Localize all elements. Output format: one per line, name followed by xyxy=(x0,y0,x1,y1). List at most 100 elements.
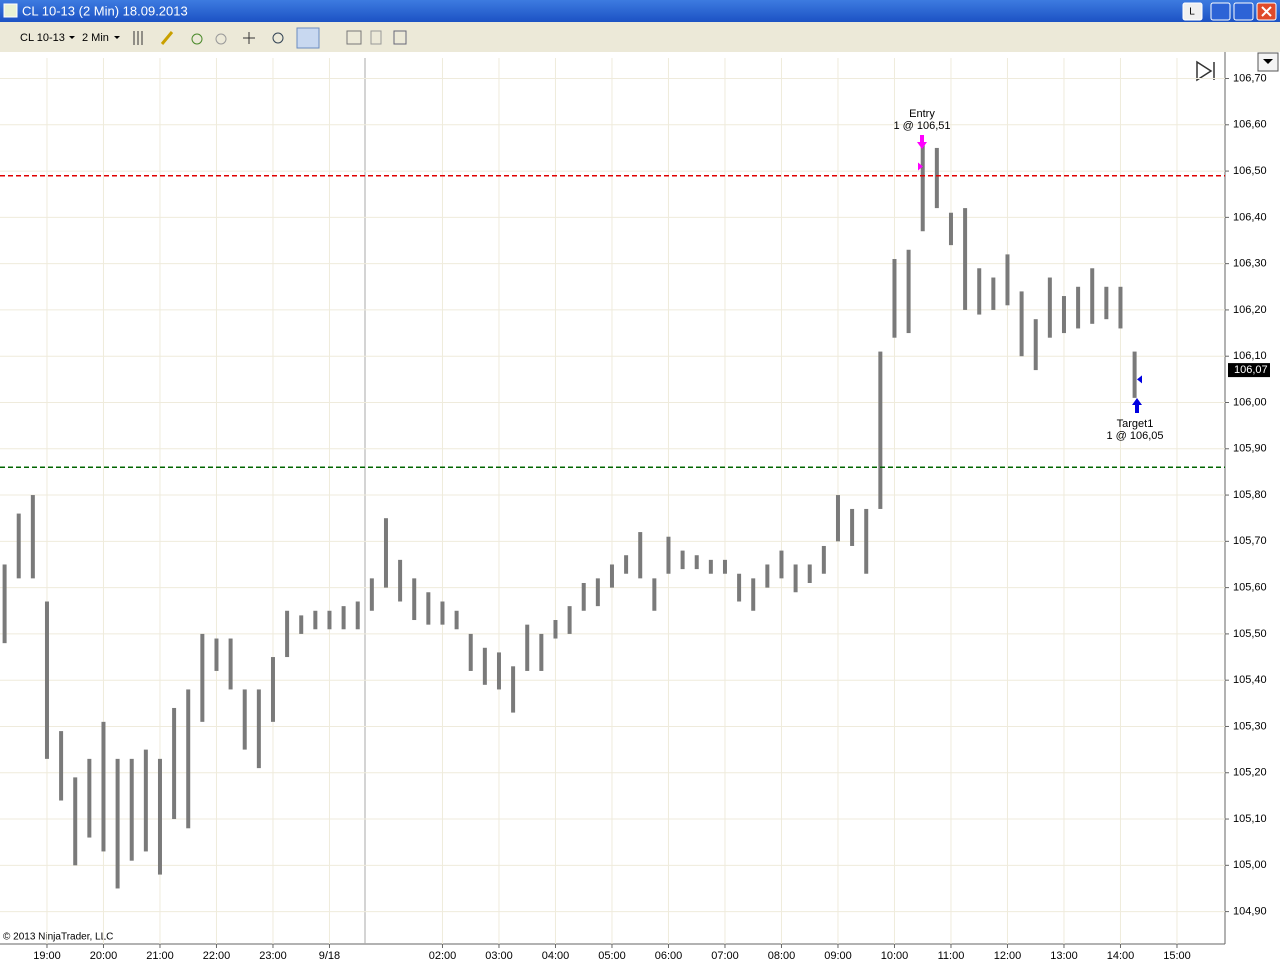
price-bar xyxy=(850,508,855,546)
price-bar xyxy=(157,758,162,875)
price-bar xyxy=(722,559,727,574)
strategy-icon[interactable] xyxy=(370,30,382,45)
x-tick-label: 22:00 xyxy=(203,950,231,962)
crosshair-icon[interactable] xyxy=(243,32,255,44)
toolbar xyxy=(0,22,1280,52)
x-tick-label: 11:00 xyxy=(938,950,965,962)
price-bar xyxy=(383,518,388,588)
bars-icon[interactable] xyxy=(133,31,143,45)
x-tick-label: 9/18 xyxy=(319,950,340,962)
price-bar xyxy=(398,559,403,602)
price-bar xyxy=(581,582,586,611)
price-bar xyxy=(991,277,996,310)
minimize-button[interactable] xyxy=(1210,2,1231,21)
price-bar xyxy=(1090,268,1095,324)
price-bar xyxy=(1047,277,1052,338)
price-bar xyxy=(468,633,473,671)
price-bar xyxy=(680,550,685,570)
y-tick-label: 105,00 xyxy=(1233,859,1267,871)
price-bar xyxy=(313,610,318,630)
fill-marker xyxy=(918,162,923,171)
plot-area xyxy=(0,52,1225,944)
price-bar xyxy=(934,147,939,209)
price-bar xyxy=(595,578,600,607)
price-bar xyxy=(341,606,346,630)
price-bar xyxy=(1019,291,1024,357)
price-bar xyxy=(511,666,516,713)
price-bar xyxy=(73,777,78,866)
price-bar xyxy=(525,624,530,671)
scroll-end-button[interactable] xyxy=(1196,60,1215,82)
price-bar xyxy=(948,212,953,246)
price-bar xyxy=(426,592,431,625)
price-bar xyxy=(115,758,120,889)
chart-style-icon[interactable] xyxy=(296,27,320,49)
add-icon[interactable] xyxy=(191,33,203,45)
y-tick-label: 105,70 xyxy=(1233,535,1267,547)
price-bar xyxy=(355,601,360,630)
x-tick-label: 12:00 xyxy=(994,950,1022,962)
remove-icon[interactable] xyxy=(215,33,227,45)
price-bar xyxy=(59,731,64,801)
y-tick-label: 105,90 xyxy=(1233,443,1267,455)
target-arrow xyxy=(1132,398,1142,413)
x-tick-label: 19:00 xyxy=(33,950,61,962)
price-bar xyxy=(242,689,247,750)
y-tick-label: 106,40 xyxy=(1233,211,1267,223)
price-bar xyxy=(666,536,671,574)
price-bar xyxy=(1033,319,1038,371)
price-bar xyxy=(694,555,699,570)
price-bar xyxy=(1061,296,1066,334)
y-tick-label: 105,40 xyxy=(1233,674,1267,686)
zoom-icon[interactable] xyxy=(272,32,284,44)
price-bar xyxy=(1104,286,1109,320)
price-bar xyxy=(779,550,784,579)
y-tick-label: 105,80 xyxy=(1233,489,1267,501)
last-price-label: 106,07 xyxy=(1234,364,1268,376)
x-tick-label: 04:00 xyxy=(542,950,570,962)
title-bar xyxy=(0,0,1280,22)
y-tick-label: 106,10 xyxy=(1233,350,1267,362)
price-bar xyxy=(369,578,374,611)
price-bar xyxy=(906,249,911,334)
price-bar xyxy=(454,610,459,630)
price-bar xyxy=(270,657,275,722)
price-bar xyxy=(920,143,925,232)
entry-arrow xyxy=(917,135,927,149)
price-bar xyxy=(878,351,883,509)
price-bar xyxy=(1132,351,1137,398)
instrument-selector[interactable]: CL 10-13 xyxy=(20,32,65,44)
price-bar xyxy=(285,610,290,658)
y-tick-label: 105,20 xyxy=(1233,767,1267,779)
y-tick-label: 106,50 xyxy=(1233,165,1267,177)
fill-marker xyxy=(1137,375,1142,384)
price-bar xyxy=(327,610,332,630)
y-tick-label: 106,70 xyxy=(1233,72,1267,84)
price-bar xyxy=(440,601,445,625)
dropdown-icon xyxy=(114,36,120,39)
link-button[interactable] xyxy=(1182,2,1203,21)
x-tick-label: 05:00 xyxy=(598,950,626,962)
annotation-title: Target1 xyxy=(1117,418,1154,430)
x-tick-label: 14:00 xyxy=(1107,950,1135,962)
y-tick-label: 106,60 xyxy=(1233,119,1267,131)
price-bar xyxy=(87,758,92,838)
annotation-label: 1 @ 106,05 xyxy=(1106,430,1163,442)
window-title: CL 10-13 (2 Min) 18.09.2013 xyxy=(22,3,188,18)
y-tick-label: 106,30 xyxy=(1233,258,1267,270)
dropdown-icon xyxy=(69,36,75,39)
interval-selector[interactable]: 2 Min xyxy=(82,32,109,44)
price-bar xyxy=(963,208,968,310)
maximize-button[interactable] xyxy=(1233,2,1254,21)
x-tick-label: 06:00 xyxy=(655,950,683,962)
indicator-icon[interactable] xyxy=(346,30,362,45)
toolbar-icons xyxy=(133,27,407,49)
price-bar xyxy=(1076,286,1081,329)
price-bar xyxy=(143,749,148,852)
properties-icon[interactable] xyxy=(393,30,407,45)
price-bars xyxy=(2,143,1137,889)
price-bar xyxy=(539,633,544,671)
draw-icon[interactable] xyxy=(160,31,174,45)
price-bar xyxy=(892,259,897,338)
close-icon xyxy=(1261,6,1272,17)
